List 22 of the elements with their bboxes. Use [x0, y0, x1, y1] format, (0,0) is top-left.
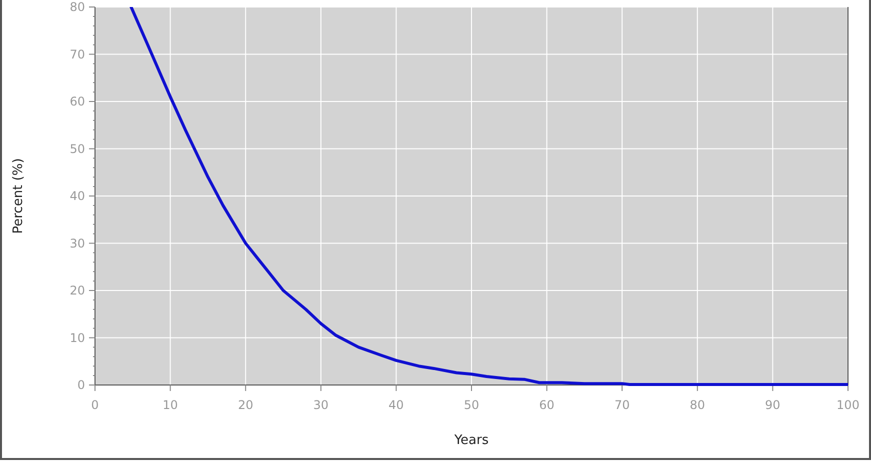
- x-tick-label: 20: [238, 398, 254, 412]
- y-tick-label: 80: [70, 0, 85, 14]
- x-tick-label: 30: [313, 398, 329, 412]
- x-tick-label: 60: [539, 398, 554, 412]
- y-tick-label: 0: [77, 378, 85, 392]
- y-tick-label: 50: [70, 142, 85, 156]
- x-axis-title: Years: [453, 433, 489, 448]
- y-tick-label: 30: [70, 236, 85, 250]
- x-tick-label: 40: [388, 398, 404, 412]
- x-tick-label: 50: [464, 398, 480, 412]
- x-tick-label: 90: [765, 398, 780, 412]
- x-tick-label: 80: [690, 398, 706, 412]
- x-tick-label: 70: [614, 398, 630, 412]
- x-tick-label: 10: [162, 398, 178, 412]
- x-tick-label: 100: [836, 398, 860, 412]
- y-tick-label: 20: [70, 284, 85, 298]
- y-tick-label: 10: [70, 330, 85, 345]
- y-tick-label: 60: [70, 94, 85, 109]
- y-axis-title: Percent (%): [11, 158, 26, 234]
- y-tick-label: 40: [70, 189, 85, 204]
- x-tick-label: 0: [91, 398, 99, 412]
- y-tick-label: 70: [70, 47, 85, 62]
